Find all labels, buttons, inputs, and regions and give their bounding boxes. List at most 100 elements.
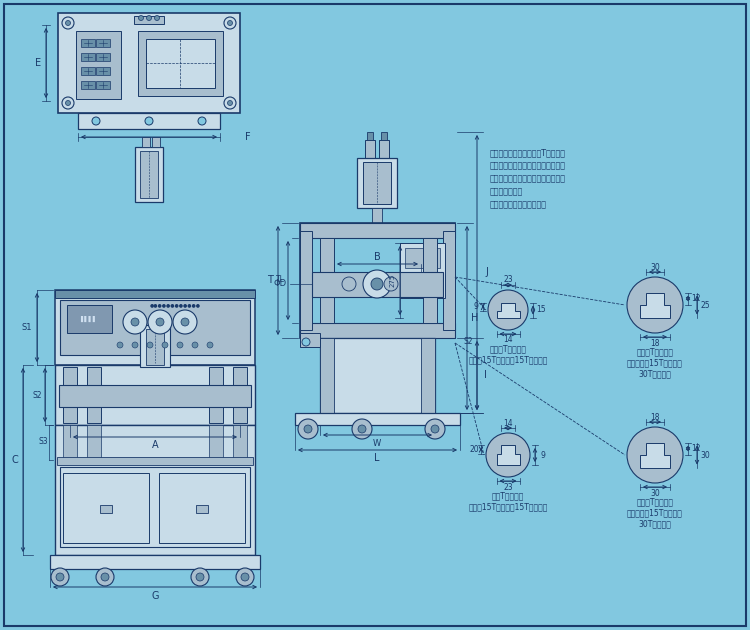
Circle shape bbox=[145, 117, 153, 125]
Text: （适用大于15T小于等于: （适用大于15T小于等于 bbox=[627, 508, 683, 517]
Text: 15: 15 bbox=[536, 306, 546, 314]
Text: 12: 12 bbox=[692, 294, 700, 303]
Circle shape bbox=[51, 568, 69, 586]
Circle shape bbox=[156, 318, 164, 326]
Bar bbox=[81, 39, 95, 47]
Text: 23: 23 bbox=[503, 275, 513, 285]
Circle shape bbox=[62, 97, 74, 109]
Bar bbox=[367, 132, 373, 140]
Bar bbox=[60, 467, 250, 547]
Text: 注：上模固定方式可选择T型槽固定: 注：上模固定方式可选择T型槽固定 bbox=[490, 148, 566, 157]
Circle shape bbox=[146, 16, 152, 21]
Bar bbox=[379, 140, 389, 158]
Bar bbox=[96, 39, 110, 47]
Circle shape bbox=[425, 419, 445, 439]
Text: L: L bbox=[374, 453, 380, 463]
Circle shape bbox=[352, 419, 372, 439]
Bar bbox=[81, 67, 95, 75]
Bar bbox=[295, 413, 460, 425]
Text: ▌▌▌▌: ▌▌▌▌ bbox=[80, 316, 98, 322]
Bar bbox=[320, 338, 435, 413]
Bar bbox=[55, 290, 255, 365]
Text: ΦD: ΦD bbox=[274, 280, 286, 289]
Circle shape bbox=[162, 342, 168, 348]
Bar bbox=[300, 231, 312, 330]
Circle shape bbox=[488, 290, 528, 330]
Bar bbox=[196, 505, 208, 513]
Bar bbox=[50, 555, 260, 569]
Bar bbox=[308, 231, 447, 330]
Bar bbox=[140, 151, 158, 198]
Text: S3: S3 bbox=[38, 437, 48, 447]
Bar bbox=[100, 505, 112, 513]
Bar bbox=[365, 140, 375, 158]
Text: 14: 14 bbox=[503, 418, 513, 428]
Bar bbox=[78, 113, 220, 129]
Text: 30T的机型）: 30T的机型） bbox=[638, 369, 671, 378]
Bar bbox=[209, 425, 223, 460]
Bar bbox=[363, 162, 391, 204]
Bar bbox=[423, 238, 437, 323]
Circle shape bbox=[65, 101, 70, 105]
Circle shape bbox=[304, 425, 312, 433]
Circle shape bbox=[132, 342, 138, 348]
Text: 14: 14 bbox=[503, 336, 513, 345]
Bar bbox=[58, 13, 240, 113]
Text: T: T bbox=[267, 275, 273, 285]
Bar bbox=[405, 248, 440, 268]
Bar bbox=[152, 137, 160, 147]
Circle shape bbox=[139, 16, 143, 21]
Text: S2: S2 bbox=[32, 391, 42, 399]
Text: 30: 30 bbox=[650, 488, 660, 498]
Circle shape bbox=[371, 278, 383, 290]
Text: F: F bbox=[245, 132, 250, 142]
Bar bbox=[142, 137, 150, 147]
Circle shape bbox=[101, 573, 109, 581]
Text: TL: TL bbox=[275, 275, 284, 285]
Circle shape bbox=[177, 342, 183, 348]
Bar bbox=[60, 300, 250, 355]
Text: 或者在移动板上面钻孔使用牙孔固定: 或者在移动板上面钻孔使用牙孔固定 bbox=[490, 161, 566, 170]
Circle shape bbox=[227, 21, 232, 25]
Text: S2: S2 bbox=[463, 338, 472, 346]
Text: G: G bbox=[152, 591, 159, 601]
Bar bbox=[96, 67, 110, 75]
Bar bbox=[381, 132, 387, 140]
Circle shape bbox=[92, 117, 100, 125]
Circle shape bbox=[236, 568, 254, 586]
Bar bbox=[372, 208, 382, 223]
Circle shape bbox=[431, 425, 439, 433]
Text: 孔位来开孔）。: 孔位来开孔）。 bbox=[490, 187, 524, 196]
Bar bbox=[300, 333, 320, 347]
Text: E: E bbox=[35, 58, 41, 68]
Bar bbox=[140, 325, 170, 367]
Text: 18: 18 bbox=[650, 338, 660, 348]
Bar bbox=[63, 473, 149, 543]
Text: 18: 18 bbox=[650, 413, 660, 421]
Text: A: A bbox=[152, 440, 158, 450]
Polygon shape bbox=[640, 442, 670, 467]
Bar bbox=[55, 425, 255, 555]
Bar bbox=[87, 367, 101, 423]
Circle shape bbox=[181, 318, 189, 326]
Circle shape bbox=[363, 270, 391, 298]
Bar bbox=[146, 39, 215, 88]
Text: 30T的机型）: 30T的机型） bbox=[638, 519, 671, 528]
Circle shape bbox=[486, 433, 530, 477]
Bar bbox=[300, 223, 455, 238]
Circle shape bbox=[384, 277, 398, 291]
Text: （适用15T以下（含15T）机型）: （适用15T以下（含15T）机型） bbox=[468, 355, 548, 364]
Text: I: I bbox=[484, 370, 487, 380]
Circle shape bbox=[207, 342, 213, 348]
Circle shape bbox=[224, 97, 236, 109]
Text: 移动板T型槽尺寸: 移动板T型槽尺寸 bbox=[490, 344, 526, 353]
Text: 移动板T型槽尺寸: 移动板T型槽尺寸 bbox=[637, 497, 674, 506]
Bar bbox=[57, 457, 253, 465]
Bar bbox=[96, 81, 110, 89]
Circle shape bbox=[241, 573, 249, 581]
Bar bbox=[357, 158, 397, 208]
Text: J: J bbox=[485, 267, 488, 277]
Bar bbox=[134, 16, 164, 24]
Circle shape bbox=[62, 17, 74, 29]
Circle shape bbox=[342, 277, 356, 291]
